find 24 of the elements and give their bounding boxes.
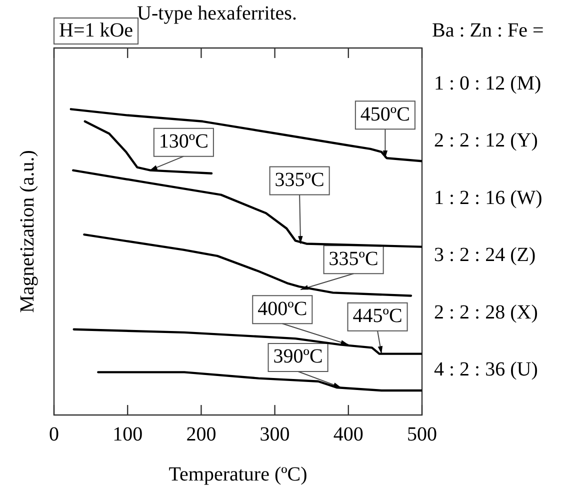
x-tick-label: 500: [407, 423, 437, 446]
annotation: 400ºC: [258, 298, 308, 320]
series-label: 1 : 2 : 16 (W): [434, 186, 542, 209]
x-axis-title: Temperature (ºC): [168, 463, 308, 486]
annotation: 390ºC: [273, 346, 323, 368]
x-tick-label: 0: [49, 423, 59, 446]
x-tick-label: 300: [260, 423, 290, 446]
x-tick-label: 400: [333, 423, 364, 446]
legend-title: Ba : Zn : Fe =: [432, 19, 544, 42]
text: 1 : 0 : 12 (M): [434, 72, 542, 94]
annotation: 445ºC: [352, 305, 402, 328]
series-label: 4 : 2 : 36 (U): [434, 358, 538, 381]
annotation: 450ºC: [360, 103, 410, 126]
x-tick-label: 200: [186, 423, 216, 446]
annotation: 130ºC: [158, 130, 208, 153]
chart-title: U-type hexaferrites.: [137, 2, 297, 24]
legend-label: 2 : 2 : 12 (Y): [434, 130, 538, 152]
annotation: 335ºC: [274, 168, 324, 191]
series-label: 3 : 2 : 24 (Z): [434, 244, 536, 266]
text: H=1 kOe: [59, 19, 134, 42]
annotation: 335ºC: [328, 248, 378, 270]
x-tick-label: 100: [112, 423, 143, 446]
series-label: 2 : 2 : 28 (X): [434, 301, 538, 324]
y-axis-title: Magnetization (a.u.): [16, 150, 38, 313]
